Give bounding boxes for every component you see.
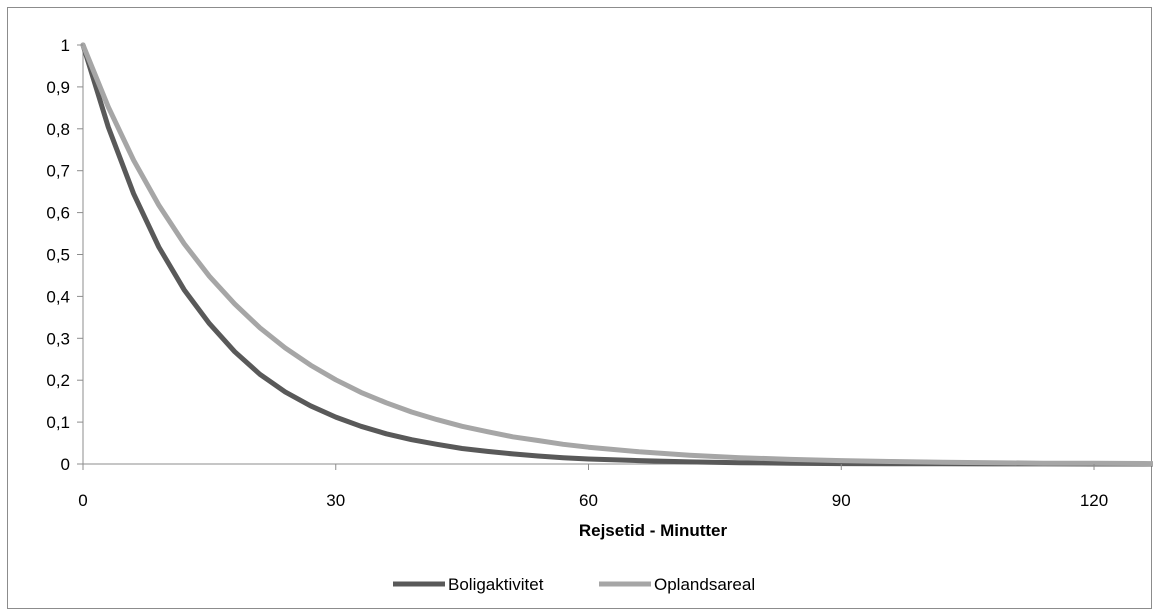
y-tick-label: 0,6 xyxy=(46,204,70,223)
x-tick-label: 90 xyxy=(832,491,851,510)
y-tick-label: 0,7 xyxy=(46,162,70,181)
y-tick-label: 0,8 xyxy=(46,120,70,139)
series-lines xyxy=(80,42,1153,467)
x-tick-label: 120 xyxy=(1080,491,1108,510)
y-tick-label: 1 xyxy=(61,36,70,55)
x-tick-label: 60 xyxy=(579,491,598,510)
y-tick-label: 0 xyxy=(61,455,70,474)
line-chart: 0 0,1 0,2 0,3 0,4 0,5 0,6 0,7 0,8 0,9 1 0 30 60 90 120… xyxy=(46,36,1153,594)
legend-label-oplandsareal: Oplandsareal xyxy=(654,575,755,594)
legend: Boligaktivitet Oplandsareal xyxy=(393,575,755,594)
y-tick-label: 0,4 xyxy=(46,287,70,306)
chart-frame: 0 0,1 0,2 0,3 0,4 0,5 0,6 0,7 0,8 0,9 1 0 30 60 90 120… xyxy=(7,7,1153,609)
y-tick-label: 0,2 xyxy=(46,371,70,390)
y-tick-label: 0,5 xyxy=(46,246,70,265)
x-axis-ticks: 0 30 60 90 120 xyxy=(78,464,1108,510)
series-line-oplandsareal xyxy=(80,42,1153,467)
y-tick-label: 0,3 xyxy=(46,329,70,348)
x-axis-title: Rejsetid - Minutter xyxy=(579,521,728,540)
y-axis-ticks: 0 0,1 0,2 0,3 0,4 0,5 0,6 0,7 0,8 0,9 1 xyxy=(46,36,83,474)
series-line-boligaktivitet xyxy=(80,42,1153,467)
y-tick-label: 0,9 xyxy=(46,78,70,97)
y-tick-label: 0,1 xyxy=(46,413,70,432)
legend-label-boligaktivitet: Boligaktivitet xyxy=(448,575,544,594)
x-tick-label: 30 xyxy=(326,491,345,510)
x-tick-label: 0 xyxy=(78,491,87,510)
axes xyxy=(82,45,1153,465)
